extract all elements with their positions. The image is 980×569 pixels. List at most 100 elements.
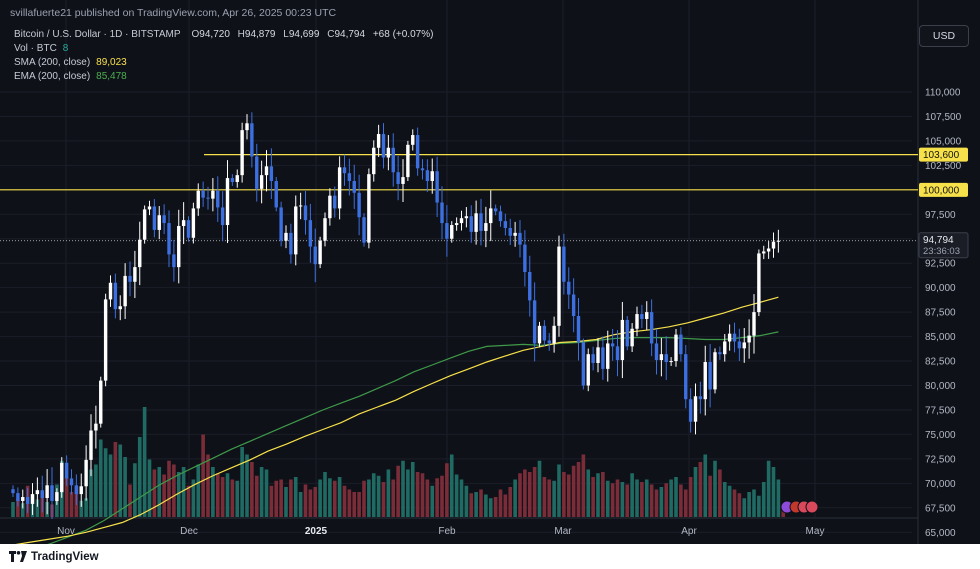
volume-bar: [513, 479, 517, 517]
tradingview-logo[interactable]: TradingView: [9, 551, 99, 563]
candle-body: [596, 347, 600, 363]
volume-bar: [303, 484, 308, 517]
price-chart[interactable]: 65,000 67,500 70,000 72,500 75,000 77,500 80,0…: [0, 0, 980, 544]
x-tick-label: Dec: [180, 526, 198, 537]
candle-body: [766, 248, 771, 252]
volume-bar: [630, 473, 634, 517]
candle-body: [742, 342, 746, 349]
candle-body: [703, 362, 707, 400]
volume-bar: [552, 480, 556, 517]
volume-bar: [576, 462, 581, 517]
candle-body: [255, 156, 259, 189]
volume-bar: [201, 434, 205, 517]
volume-bar: [176, 472, 181, 517]
sma-row: SMA (200, close) 89,023: [14, 56, 433, 70]
volume-bar: [683, 489, 688, 517]
y-tick-label: 75,000: [925, 430, 956, 441]
level-price-tag: [919, 182, 968, 197]
x-tick-label: 2025: [305, 526, 328, 537]
sma-label: SMA (200, close): [14, 57, 91, 68]
volume-bar: [674, 477, 678, 517]
candle-body: [391, 147, 395, 173]
volume-bar: [454, 474, 459, 517]
volume-bar: [430, 485, 435, 517]
volume-bar: [406, 469, 410, 517]
volume-bar: [323, 472, 327, 517]
x-tick-label: Mar: [554, 526, 572, 537]
candle-body: [747, 335, 751, 343]
candle-body: [289, 232, 293, 255]
y-tick-label: 82,500: [925, 357, 956, 368]
volume-bar: [274, 480, 279, 517]
ohlc-close-value: 94,794: [334, 29, 366, 40]
candle-body: [347, 173, 352, 182]
candle-body: [430, 171, 434, 182]
volume-bar: [479, 489, 483, 517]
ohlc-high-key: H: [237, 29, 245, 40]
volume-bar: [752, 489, 756, 517]
candle-body: [723, 341, 727, 355]
ohlc-open-key: O: [191, 29, 200, 40]
volume-bar: [211, 467, 215, 517]
candle-body: [606, 343, 610, 369]
candle-body: [576, 316, 581, 343]
volume-bar: [771, 467, 776, 517]
volume-bar: [376, 475, 381, 517]
volume-bar: [191, 479, 196, 517]
volume-bar: [308, 489, 313, 517]
candle-body: [513, 232, 517, 236]
candle-body: [567, 281, 571, 295]
ohlc-open-value: 94,720: [199, 29, 230, 40]
candle-body: [259, 175, 264, 189]
last-price-tag: [918, 232, 969, 259]
candle-body: [688, 399, 693, 422]
volume-bar: [464, 485, 469, 517]
chart-legend: Bitcoin / U.S. Dollar · 1D · BITSTAMP O9…: [14, 28, 433, 84]
volume-bar: [167, 460, 171, 517]
candle-body: [99, 380, 103, 424]
x-tick-label: Nov: [57, 526, 75, 537]
symbol-label: Bitcoin / U.S. Dollar · 1D · BITSTAMP: [14, 29, 181, 40]
volume-bar: [449, 454, 454, 517]
volume-bar: [542, 477, 547, 517]
volume-bar: [108, 454, 113, 517]
candle-body: [479, 213, 483, 231]
volume-bar: [386, 469, 391, 517]
ema-200-line: [47, 331, 779, 544]
candle-body: [450, 225, 454, 239]
volume-bar: [523, 469, 527, 517]
candle-body: [74, 485, 79, 495]
candle-body: [123, 275, 127, 307]
volume-bar: [230, 479, 235, 517]
candle-body: [235, 175, 239, 182]
x-tick-label: Apr: [681, 526, 697, 537]
volume-bar: [503, 494, 508, 517]
volume-bar: [518, 473, 522, 517]
volume-bar: [596, 473, 600, 517]
volume-bar: [357, 492, 361, 517]
chart-panel[interactable]: 65,000 67,500 70,000 72,500 75,000 77,500 80,0…: [0, 0, 980, 544]
candle-body: [294, 206, 298, 255]
tradingview-logo-icon: [9, 551, 27, 562]
volume-bar: [586, 469, 591, 517]
candle-body: [708, 362, 712, 390]
volume-bar: [137, 437, 142, 517]
candle-body: [133, 267, 137, 282]
y-tick-label: 70,000: [925, 479, 956, 490]
ohlc-low-key: L: [283, 29, 289, 40]
candle-body: [357, 192, 361, 218]
publisher-line: svillafuerte21 published on TradingView.…: [10, 7, 337, 19]
volume-bar: [64, 477, 69, 517]
candle-body: [610, 343, 615, 347]
volume-bar: [527, 472, 532, 517]
candle-body: [484, 223, 488, 231]
currency-button[interactable]: USD: [919, 25, 969, 47]
volume-bar: [718, 469, 722, 517]
volume-bar: [94, 464, 98, 517]
candle-body: [620, 319, 625, 361]
volume-bar: [708, 475, 712, 517]
volume-bar: [371, 473, 376, 517]
candle-body: [79, 486, 83, 495]
y-tick-label: 65,000: [925, 528, 956, 539]
candle-body: [113, 282, 118, 310]
